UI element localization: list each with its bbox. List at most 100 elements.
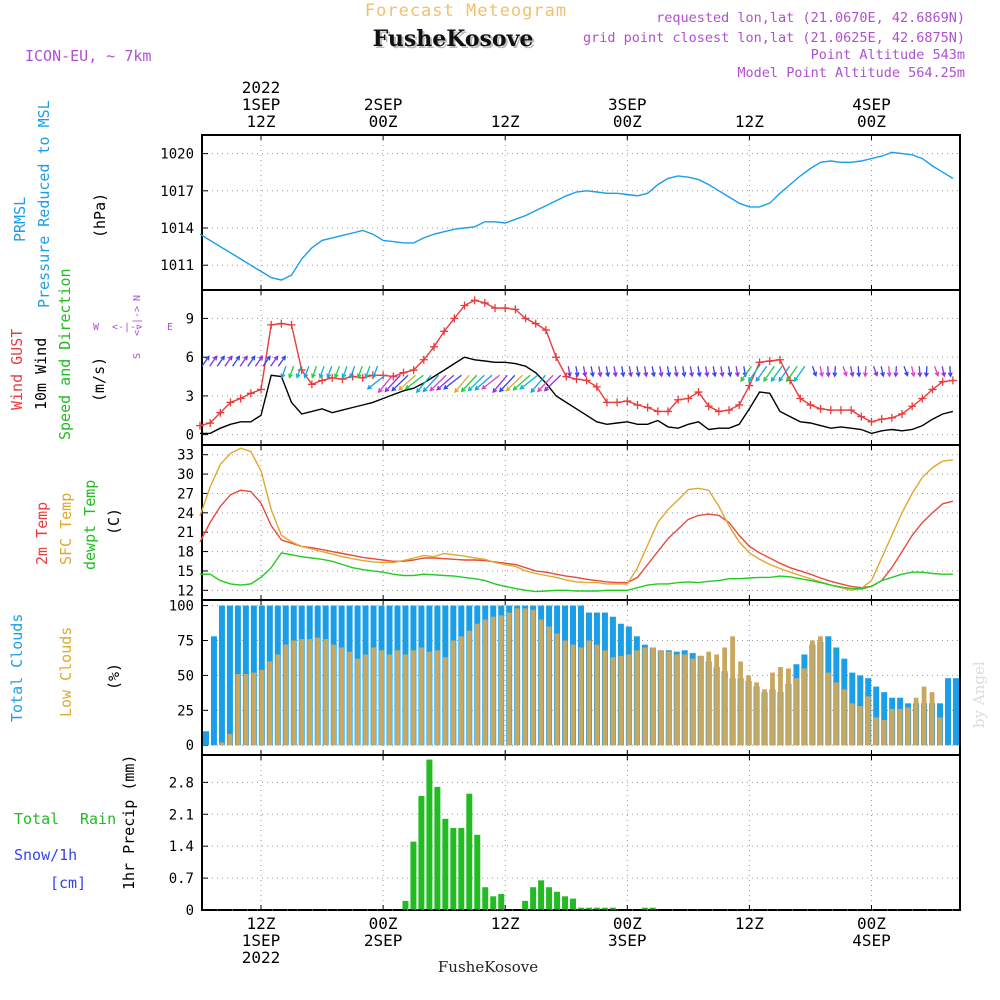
low-cloud-bar	[267, 661, 273, 746]
wind-arrow	[416, 374, 432, 393]
wind-arrow-head	[384, 387, 390, 393]
bottom-axis-label: 4SEP	[852, 931, 891, 950]
wind-arrow-head	[505, 386, 511, 392]
total-cloud-bar	[218, 605, 225, 746]
precip-frame	[201, 754, 961, 911]
top-axis-label: 00Z	[857, 112, 886, 131]
wind-arrow	[423, 374, 440, 392]
wind-arrow-head	[258, 355, 264, 361]
wind-arrow-head	[650, 372, 656, 378]
wind-arrow	[327, 365, 333, 378]
low-cloud-bar	[722, 647, 728, 746]
wind-arrow	[277, 356, 286, 367]
low-cloud-bar	[371, 647, 376, 746]
low-cloud-bar	[403, 654, 408, 746]
wind-arrow	[704, 366, 709, 377]
low-cloud-bar	[299, 639, 305, 746]
low-cloud-bar	[219, 742, 225, 746]
temperature-ytick-label: 12	[177, 583, 194, 599]
model-label: ICON-EU, ~ 7km	[25, 47, 151, 65]
rain-bar	[474, 834, 481, 910]
low-cloud-bar	[626, 654, 632, 746]
wind-arrow	[735, 366, 739, 377]
gust-marker	[206, 419, 215, 428]
wind-labels: Wind GUST 10m Wind Speed and Direction (…	[8, 268, 173, 440]
low-cloud-bar	[291, 640, 297, 746]
point-altitude: Point Altitude 543m	[811, 47, 965, 63]
wind-arrow	[903, 365, 909, 376]
low-cloud-bar	[395, 650, 400, 746]
wind-arrow	[621, 366, 625, 377]
low-cloud-bar	[746, 675, 751, 746]
wind-arrow-head	[719, 372, 725, 378]
wind-arrow-head	[574, 372, 580, 378]
low-cloud-bar	[474, 623, 480, 746]
temperature-ytick-label: 30	[177, 467, 194, 483]
low-cloud-bar	[841, 689, 847, 746]
precip-label-total: Total	[14, 810, 59, 828]
temperature-series-0	[199, 489, 954, 589]
temperature-ytick-label: 27	[177, 486, 194, 502]
wind-arrow	[895, 366, 898, 377]
wind-arrow	[468, 374, 485, 392]
low-cloud-bar	[490, 616, 496, 746]
bottom-axis-label: 3SEP	[608, 931, 647, 950]
wind-arrow	[793, 365, 806, 382]
cloud-label-low: Low Clouds	[57, 627, 75, 717]
bottom-axis-label: 2022	[242, 948, 281, 967]
wind-arrow-head	[793, 376, 799, 383]
wind-arrow	[628, 366, 632, 377]
gust-marker	[826, 406, 835, 415]
low-cloud-bar	[331, 644, 337, 746]
wind-arrow-head	[273, 355, 279, 361]
total-cloud-bar	[953, 678, 959, 746]
low-cloud-bar	[794, 678, 799, 746]
wind-arrow	[605, 366, 609, 377]
gust-marker	[582, 376, 591, 385]
wind-arrow-head	[266, 355, 271, 361]
pressure-series-0	[199, 151, 954, 281]
clouds-ytick-label: 50	[177, 668, 194, 684]
low-cloud-bar	[730, 636, 735, 746]
rain-bar	[609, 907, 616, 910]
gust-marker	[857, 412, 866, 421]
wind-arrow-head	[849, 371, 855, 378]
wind-arrow-head	[250, 355, 256, 361]
wind-arrow-head	[543, 386, 549, 392]
gust-marker	[440, 327, 449, 336]
rain-bar	[498, 894, 505, 910]
total-cloud-bar	[945, 678, 952, 746]
pressure-ytick-label: 1017	[160, 184, 194, 200]
top-axis-label: 12Z	[491, 112, 520, 131]
wind-arrow	[811, 365, 817, 376]
wind-arrow-head	[589, 372, 595, 378]
low-cloud-bar	[658, 650, 664, 746]
gust-marker	[562, 372, 571, 381]
precip-labels: Total Rain Snow/1h [cm] 1hr Precip (mm)	[14, 755, 138, 892]
wind-arrow	[755, 365, 768, 382]
wind-arrow-head	[696, 372, 702, 378]
gust-marker	[389, 372, 398, 381]
cloud-label-unit: (%)	[105, 663, 123, 690]
wind-arrow	[849, 366, 854, 377]
wind-arrow	[454, 374, 470, 393]
wind-arrow	[372, 365, 379, 378]
wind-arrow	[239, 356, 248, 367]
wind-arrow-head	[658, 372, 664, 378]
gust-marker	[735, 400, 744, 409]
wind-arrow	[918, 366, 921, 377]
wind-arrow	[247, 356, 256, 367]
wind-arrow	[499, 374, 516, 392]
total-cloud-bar	[210, 636, 217, 746]
wind-arrow-head	[605, 372, 611, 378]
low-cloud-bar	[690, 658, 696, 746]
low-cloud-bar	[458, 636, 464, 746]
rain-bar	[601, 907, 608, 910]
low-cloud-bar	[817, 636, 823, 746]
wind-arrow-head	[415, 388, 421, 394]
wind-arrow-head	[917, 372, 923, 378]
low-cloud-bar	[825, 672, 831, 746]
top-axis-label: 00Z	[369, 112, 398, 131]
gust-marker	[531, 319, 540, 328]
